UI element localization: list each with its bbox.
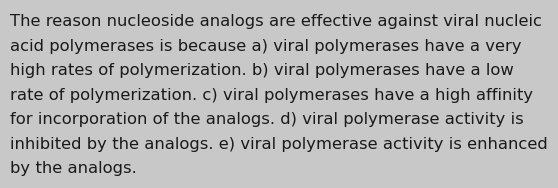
Text: The reason nucleoside analogs are effective against viral nucleic: The reason nucleoside analogs are effect… (10, 14, 542, 29)
Text: for incorporation of the analogs. d) viral polymerase activity is: for incorporation of the analogs. d) vir… (10, 112, 524, 127)
Text: high rates of polymerization. b) viral polymerases have a low: high rates of polymerization. b) viral p… (10, 63, 514, 78)
Text: acid polymerases is because a) viral polymerases have a very: acid polymerases is because a) viral pol… (10, 39, 522, 54)
Text: inhibited by the analogs. e) viral polymerase activity is enhanced: inhibited by the analogs. e) viral polym… (10, 136, 548, 152)
Text: rate of polymerization. c) viral polymerases have a high affinity: rate of polymerization. c) viral polymer… (10, 87, 533, 102)
Text: by the analogs.: by the analogs. (10, 161, 137, 176)
